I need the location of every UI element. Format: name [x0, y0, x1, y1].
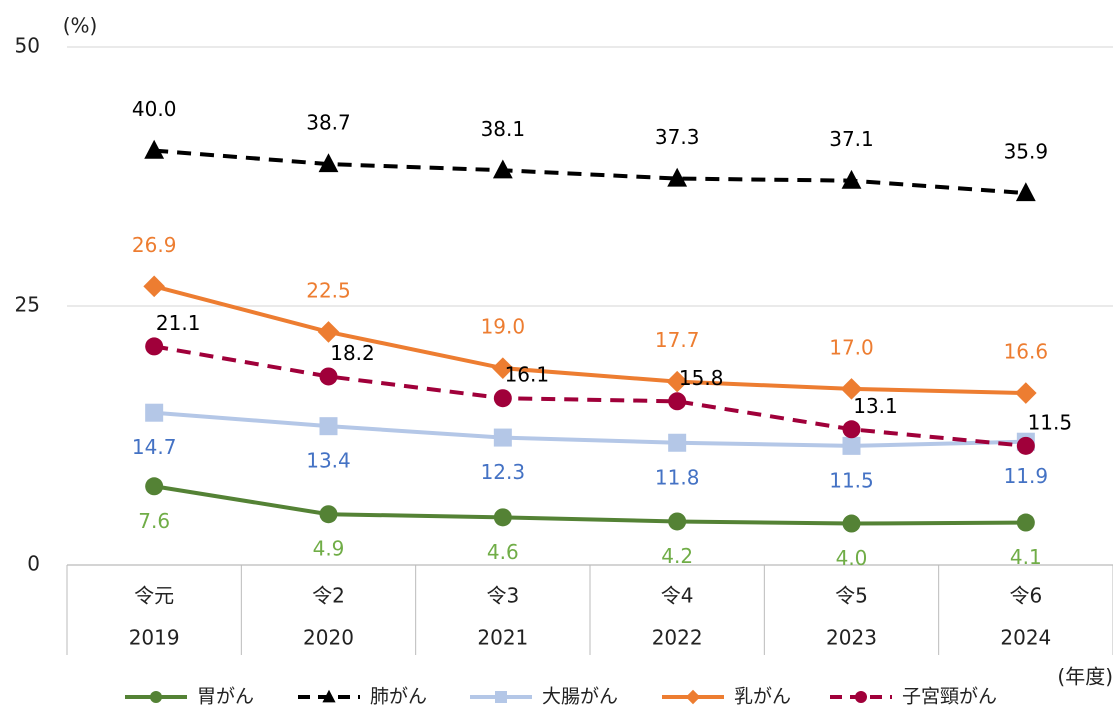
data-label: 11.5 — [1028, 410, 1073, 434]
data-point — [318, 153, 339, 173]
data-label: 14.7 — [132, 435, 177, 459]
data-point — [144, 139, 165, 159]
x-tick-label: 2024 — [1000, 626, 1051, 650]
data-label: 12.3 — [481, 460, 526, 484]
x-tick-label: 令5 — [835, 584, 868, 608]
data-point — [1016, 436, 1035, 455]
data-label: 16.6 — [1004, 340, 1049, 364]
data-label: 19.0 — [481, 315, 526, 339]
data-label: 17.7 — [655, 328, 700, 352]
series-line — [154, 148, 1026, 196]
data-label: 4.9 — [313, 537, 345, 561]
legend-marker — [322, 689, 336, 703]
data-point — [667, 167, 688, 187]
data-point — [493, 389, 512, 408]
data-point — [145, 477, 164, 496]
legend-marker — [685, 689, 701, 705]
x-tick-label: 令3 — [486, 584, 519, 608]
x-tick-label: 令元 — [134, 584, 174, 608]
series-line — [153, 344, 1027, 448]
x-tick-label: 2020 — [303, 626, 354, 650]
data-label: 22.5 — [306, 278, 351, 302]
data-label: 37.3 — [655, 125, 700, 149]
series-line — [153, 284, 1026, 396]
data-point — [668, 512, 687, 531]
data-label: 15.8 — [679, 366, 724, 390]
legend-marker — [855, 691, 867, 703]
data-point — [319, 505, 338, 524]
data-label: 35.9 — [1004, 140, 1049, 164]
x-tick-label: 令2 — [312, 584, 345, 608]
data-point — [841, 169, 862, 189]
data-point — [319, 367, 338, 386]
data-label: 4.1 — [1010, 545, 1042, 569]
data-label: 11.9 — [1004, 464, 1049, 488]
x-tick-label: 2022 — [652, 626, 703, 650]
data-point — [842, 436, 861, 455]
legend-marker — [495, 691, 507, 703]
legend-label: 子宮頸がん — [902, 686, 997, 708]
data-label: 38.7 — [306, 111, 351, 135]
data-point — [668, 433, 687, 452]
data-point — [492, 159, 513, 179]
data-point — [840, 378, 863, 400]
data-label: 4.6 — [487, 540, 519, 564]
legend-label: 大腸がん — [542, 686, 618, 708]
data-point — [1016, 513, 1035, 532]
data-label: 17.0 — [829, 335, 874, 359]
data-label: 37.1 — [829, 127, 874, 151]
x-tick-label: 2021 — [477, 626, 528, 650]
legend-marker — [150, 691, 162, 703]
data-point — [145, 403, 164, 422]
x-tick-label: 令6 — [1009, 584, 1042, 608]
data-label: 11.5 — [829, 468, 874, 492]
data-label: 4.2 — [661, 544, 693, 568]
data-point — [493, 428, 512, 447]
data-label: 26.9 — [132, 233, 177, 257]
data-label: 13.4 — [306, 449, 351, 473]
data-label: 16.1 — [505, 363, 550, 387]
series-line — [153, 484, 1026, 526]
data-label: 4.0 — [836, 546, 868, 570]
data-point — [492, 357, 514, 379]
data-point — [1015, 382, 1037, 404]
data-point — [668, 392, 687, 411]
x-unit: (年度) — [1057, 665, 1113, 689]
data-point — [842, 514, 861, 533]
data-label: 7.6 — [138, 509, 170, 533]
data-point — [842, 420, 861, 439]
data-label: 40.0 — [132, 97, 177, 121]
data-label: 13.1 — [853, 394, 898, 418]
data-point — [145, 337, 164, 356]
series-line — [154, 410, 1026, 448]
data-label: 21.1 — [156, 311, 201, 335]
data-point — [319, 417, 338, 436]
x-tick-label: 令4 — [661, 584, 694, 608]
x-tick-label: 2023 — [826, 626, 877, 650]
x-tick-label: 2019 — [129, 626, 180, 650]
data-point — [1015, 182, 1036, 202]
y-tick-label: 50 — [15, 34, 40, 58]
legend-label: 乳がん — [734, 686, 791, 708]
data-point — [143, 275, 165, 298]
data-point — [317, 321, 340, 343]
legend-label: 胃がん — [197, 686, 254, 708]
legend-label: 肺がん — [370, 686, 427, 708]
data-label: 38.1 — [481, 117, 526, 141]
data-label: 11.8 — [655, 465, 700, 489]
data-label: 18.2 — [330, 341, 375, 365]
y-unit: (%) — [63, 14, 98, 38]
y-tick-label: 0 — [27, 552, 40, 576]
y-tick-label: 25 — [15, 293, 40, 317]
data-point — [666, 370, 688, 393]
data-point — [493, 508, 512, 527]
